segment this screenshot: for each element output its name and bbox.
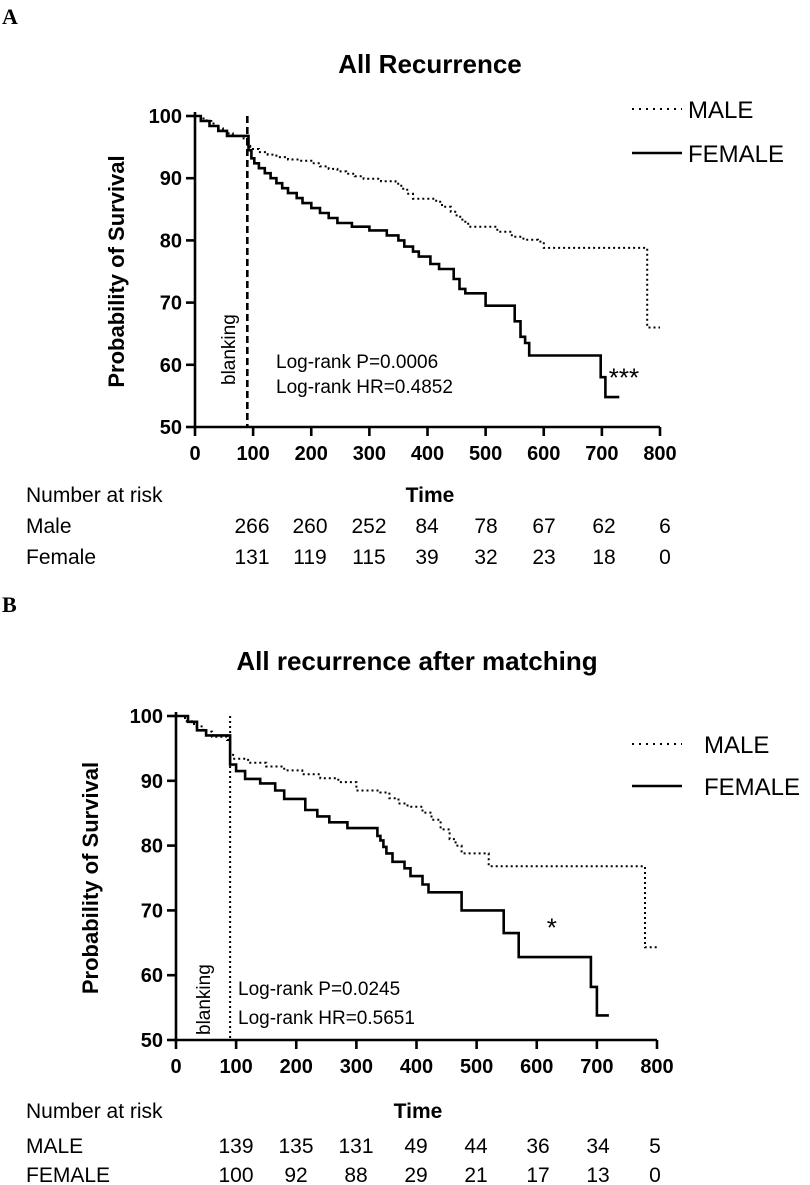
panel-a-risk-value: 84 bbox=[415, 515, 439, 538]
panel-a-risk-value: 115 bbox=[352, 546, 385, 569]
panel-a-logrank-hr: Log-rank HR=0.4852 bbox=[276, 377, 453, 398]
panel-b-xtick-label: 500 bbox=[460, 1056, 493, 1078]
panel-b-letter: B bbox=[2, 592, 17, 617]
panel-b-risk-value: 0 bbox=[649, 1164, 661, 1185]
panel-b-legend-label-male: MALE bbox=[704, 732, 769, 759]
panel-a-ytick-label: 80 bbox=[160, 230, 182, 252]
panel-b-risk-value: 131 bbox=[338, 1135, 373, 1158]
panel-b-xtick-label: 0 bbox=[170, 1056, 181, 1078]
panel-a-significance-mark: *** bbox=[609, 363, 639, 393]
panel-a-ytick-label: 90 bbox=[160, 168, 182, 190]
panel-b-ytick-label: 50 bbox=[141, 1030, 163, 1052]
panel-b-risk-value: 49 bbox=[404, 1135, 427, 1158]
panel-a-xtick-label: 100 bbox=[236, 443, 269, 465]
panel-b-risk-value: 17 bbox=[526, 1164, 549, 1185]
panel-b-risk-value: 44 bbox=[464, 1135, 488, 1158]
panel-b-risk-row-label: FEMALE bbox=[26, 1164, 110, 1185]
panel-a-legend-label-male: MALE bbox=[688, 97, 753, 124]
panel-a-blanking-label: blanking bbox=[219, 314, 240, 385]
panel-b-ytick-label: 70 bbox=[141, 900, 163, 922]
panel-a-risk-value: 78 bbox=[474, 515, 497, 538]
panel-a-xtick-label: 700 bbox=[585, 443, 618, 465]
panel-b-logrank-p: Log-rank P=0.0245 bbox=[238, 979, 400, 1000]
panel-a-ytick-label: 50 bbox=[160, 417, 182, 439]
panel-a-ytick-label: 100 bbox=[149, 106, 182, 128]
panel-a-risk-value: 131 bbox=[234, 546, 269, 569]
panel-a-risk-value: 32 bbox=[474, 546, 497, 569]
panel-b-legend-label-female: FEMALE bbox=[704, 774, 800, 801]
panel-b-xtick-label: 200 bbox=[280, 1056, 313, 1078]
panel-a-risk-value: 18 bbox=[592, 546, 615, 569]
panel-a-title: All Recurrence bbox=[338, 49, 522, 79]
panel-a-y-axis-label: Probability of Survival bbox=[104, 155, 129, 387]
panel-b-logrank-hr: Log-rank HR=0.5651 bbox=[238, 1008, 415, 1029]
panel-a-risk-value: 67 bbox=[532, 515, 555, 538]
panel-a-risk-value: 0 bbox=[659, 546, 671, 569]
panel-b-x-axis-label: Time bbox=[394, 1100, 443, 1123]
panel-b-xtick-label: 400 bbox=[400, 1056, 433, 1078]
panel-a-risk-value: 260 bbox=[292, 515, 327, 538]
panel-a-ytick-label: 70 bbox=[160, 293, 182, 315]
panel-a-risk-header: Number at risk bbox=[26, 484, 163, 507]
panel-b-ytick-label: 60 bbox=[141, 965, 163, 987]
panel-b-series-male bbox=[176, 715, 657, 949]
panel-a-xtick-label: 0 bbox=[189, 443, 200, 465]
panel-b-series-female bbox=[176, 714, 609, 1017]
panel-b-y-axis-label: Probability of Survival bbox=[78, 762, 103, 994]
panel-b-xtick-label: 600 bbox=[520, 1056, 553, 1078]
panel-b-blanking-label: blanking bbox=[194, 964, 215, 1035]
panel-b-significance-mark: * bbox=[547, 912, 557, 942]
panel-b-xtick-label: 700 bbox=[580, 1056, 613, 1078]
panel-a-xtick-label: 800 bbox=[643, 443, 676, 465]
panel-a-risk-row-label: Female bbox=[26, 546, 96, 569]
panel-b-xtick-label: 300 bbox=[340, 1056, 373, 1078]
panel-a-risk-value: 62 bbox=[592, 515, 615, 538]
panel-b-risk-value: 92 bbox=[284, 1164, 307, 1185]
panel-a-risk-value: 6 bbox=[659, 515, 671, 538]
panel-b-risk-row-label: MALE bbox=[26, 1135, 83, 1158]
panel-a-logrank-p: Log-rank P=0.0006 bbox=[276, 352, 438, 373]
panel-a-xtick-label: 200 bbox=[295, 443, 328, 465]
panel-b-risk-value: 139 bbox=[218, 1135, 253, 1158]
panel-a-xtick-label: 300 bbox=[353, 443, 386, 465]
panel-a-letter: A bbox=[2, 4, 18, 29]
panel-b-ytick-label: 100 bbox=[130, 706, 163, 728]
panel-b-ytick-label: 80 bbox=[141, 836, 163, 858]
panel-b-risk-header: Number at risk bbox=[26, 1100, 163, 1123]
panel-b-ytick-label: 90 bbox=[141, 771, 163, 793]
panel-a-risk-row-label: Male bbox=[26, 515, 72, 538]
panel-b-title: All recurrence after matching bbox=[236, 646, 597, 676]
panel-b-risk-value: 5 bbox=[649, 1135, 661, 1158]
panel-a-ytick-label: 60 bbox=[160, 355, 182, 377]
panel-a-legend-label-female: FEMALE bbox=[688, 141, 784, 168]
panel-b-xtick-label: 100 bbox=[219, 1056, 252, 1078]
panel-b-risk-value: 13 bbox=[586, 1164, 609, 1185]
panel-b-risk-value: 21 bbox=[464, 1164, 487, 1185]
panel-a-risk-value: 119 bbox=[293, 546, 326, 569]
panel-a-x-axis-label: Time bbox=[406, 484, 455, 507]
panel-a-xtick-label: 500 bbox=[469, 443, 502, 465]
panel-a-series-male bbox=[195, 115, 660, 329]
panel-b-risk-value: 34 bbox=[586, 1135, 610, 1158]
panel-a-risk-value: 266 bbox=[234, 515, 269, 538]
panel-a-xtick-label: 600 bbox=[527, 443, 560, 465]
panel-a-xtick-label: 400 bbox=[411, 443, 444, 465]
panel-b-risk-value: 100 bbox=[218, 1164, 253, 1185]
panel-a-risk-value: 252 bbox=[351, 515, 386, 538]
panel-b-risk-value: 36 bbox=[526, 1135, 549, 1158]
panel-a-series-female bbox=[195, 114, 620, 399]
panel-b-risk-value: 135 bbox=[278, 1135, 313, 1158]
panel-a-risk-value: 39 bbox=[415, 546, 438, 569]
panel-b-risk-value: 88 bbox=[344, 1164, 367, 1185]
panel-b-xtick-label: 800 bbox=[640, 1056, 673, 1078]
panel-a-risk-value: 23 bbox=[532, 546, 555, 569]
panel-b-risk-value: 29 bbox=[404, 1164, 427, 1185]
